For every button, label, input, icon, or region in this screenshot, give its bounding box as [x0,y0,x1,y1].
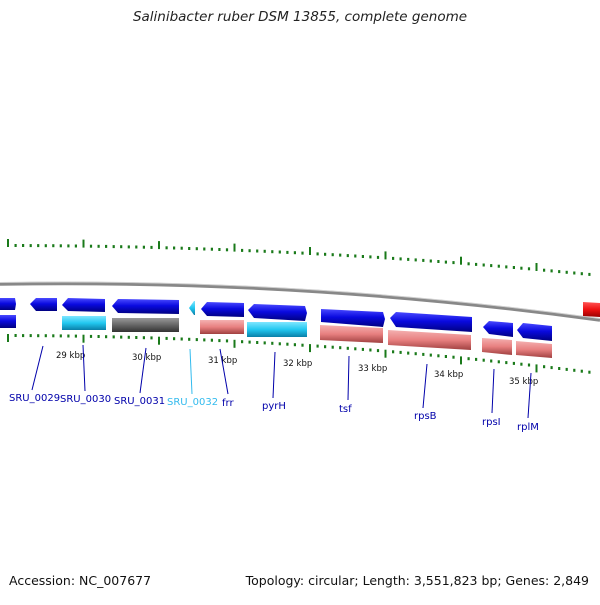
gene-label-pyrh[interactable]: pyrH [262,401,286,412]
gene-box[interactable] [247,322,307,337]
gene-box[interactable] [516,341,552,358]
gene-box[interactable] [112,318,179,332]
gene-label-frr[interactable]: frr [222,398,234,409]
scale-label: 35 kbp [509,377,538,387]
gene-box[interactable] [482,338,512,355]
scale-label: 32 kbp [283,359,312,369]
scale-label: 30 kbp [132,353,161,363]
scale-label: 34 kbp [434,370,463,380]
gene-label-sru0029[interactable]: SRU_0029 [9,393,60,404]
gene-arrow[interactable] [321,309,385,327]
gene-arrow[interactable] [62,298,105,312]
gene-label-sru0031[interactable]: SRU_0031 [114,396,165,407]
gene-box[interactable] [0,315,16,328]
scale-labels: 29 kbp 30 kbp 31 kbp 32 kbp 33 kbp 34 kb… [56,351,538,387]
gene-arrow[interactable] [0,298,16,310]
gene-arrow[interactable] [112,299,179,314]
gene-box[interactable] [200,320,244,334]
gene-box[interactable] [388,330,471,350]
genome-backbone [0,281,600,322]
gene-labels: SRU_0029 SRU_0030 SRU_0031 SRU_0032 frr … [9,393,539,433]
gene-box[interactable] [62,316,106,330]
gene-label-rpsb[interactable]: rpsB [414,411,437,422]
reverse-strand-genes [0,315,552,358]
accession-text: Accession: NC_007677 [9,573,152,588]
gene-arrow[interactable] [201,302,244,317]
inner-tick-marks [7,334,591,374]
gene-arrow[interactable] [30,298,57,311]
genome-summary-text: Topology: circular; Length: 3,551,823 bp… [245,573,589,588]
outer-tick-marks [7,239,591,276]
genome-backbone-highlight [0,281,600,319]
gene-arrow[interactable] [517,323,552,341]
gene-label-rpsi[interactable]: rpsI [482,417,501,428]
gene-arrow[interactable] [390,312,472,332]
gene-label-rplm[interactable]: rplM [517,422,539,433]
gene-arrow[interactable] [189,301,195,315]
scale-label: 33 kbp [358,364,387,374]
gene-label-sru0032[interactable]: SRU_0032 [167,397,218,408]
scale-label: 29 kbp [56,351,85,361]
gene-label-tsf[interactable]: tsf [339,404,352,415]
gene-arrow[interactable] [483,321,513,337]
gene-arrow[interactable] [583,302,600,317]
forward-strand-genes [0,298,600,341]
gene-arrow[interactable] [248,304,307,321]
map-title: Salinibacter ruber DSM 13855, complete g… [132,9,468,25]
gene-box[interactable] [320,325,383,343]
gene-label-sru0030[interactable]: SRU_0030 [60,394,111,405]
label-leaders [31,344,532,419]
